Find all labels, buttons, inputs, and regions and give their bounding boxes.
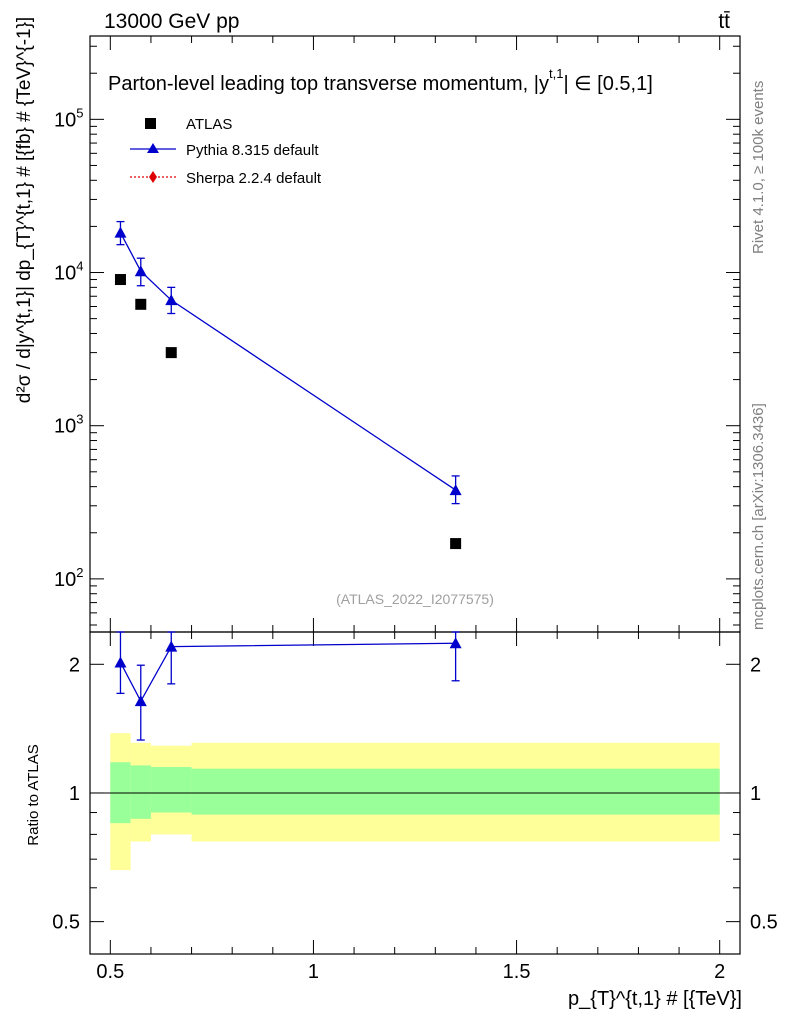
x-axis-label: p_{T}^{t,1} # [{TeV}] bbox=[568, 988, 742, 1010]
ratio-y-tick-label-right: 0.5 bbox=[750, 912, 778, 934]
ratio-y-tick-label: 2 bbox=[69, 654, 80, 676]
legend-sherpa-marker bbox=[149, 171, 157, 183]
legend: ATLAS Pythia 8.315 default Sherpa 2.2.4 … bbox=[130, 116, 322, 187]
ratio-uncertainty-bands bbox=[90, 733, 740, 871]
pythia-point bbox=[134, 265, 147, 277]
ratio-plot-panel: 0.5 0.5 1 1 2 2 0.5 1 1.5 2 Ratio to ATLAS p_{T}^… bbox=[25, 631, 778, 1010]
main-y-tick-base: 10 bbox=[54, 109, 76, 131]
ratio-y-tick-label: 0.5 bbox=[52, 912, 80, 934]
main-y-tick-base: 10 bbox=[54, 416, 76, 438]
ratio-data-marks bbox=[114, 631, 462, 741]
main-data-marks bbox=[114, 220, 462, 550]
main-y-tick-base: 10 bbox=[54, 569, 76, 591]
plot-title-main: Parton-level leading top transverse mome… bbox=[108, 73, 549, 95]
main-y-tick-label: 102 bbox=[54, 565, 83, 591]
plot-title: Parton-level leading top transverse mome… bbox=[108, 66, 653, 95]
main-y-tick-exponent: 4 bbox=[76, 259, 83, 274]
ratio-y-tick-label-right: 2 bbox=[750, 654, 761, 676]
x-tick-label: 0.5 bbox=[96, 961, 124, 983]
ratio-pythia-point bbox=[134, 695, 147, 707]
legend-pythia-marker bbox=[147, 143, 159, 153]
ratio-y-tick-label-right: 1 bbox=[750, 783, 761, 805]
ratio-pythia-point bbox=[114, 656, 127, 668]
main-y-tick-label: 103 bbox=[54, 412, 83, 438]
energy-label: 13000 GeV pp bbox=[104, 10, 239, 33]
pythia-point bbox=[114, 226, 127, 238]
ratio-pythia-line bbox=[119, 642, 456, 703]
main-y-tick-label: 105 bbox=[54, 105, 83, 131]
ratio-pythia-point bbox=[449, 637, 462, 649]
main-y-tick-exponent: 5 bbox=[76, 105, 83, 120]
plot-title-superscript: t,1 bbox=[549, 66, 563, 81]
main-y-tick-label: 104 bbox=[54, 259, 83, 285]
pythia-point bbox=[165, 294, 178, 306]
stat-uncertainty-band bbox=[130, 765, 151, 819]
plot-title-suffix: | ∈ [0.5,1] bbox=[563, 73, 652, 95]
analysis-label: (ATLAS_2022_I2077575) bbox=[336, 591, 494, 607]
stat-uncertainty-band bbox=[191, 768, 720, 815]
stat-uncertainty-band bbox=[150, 767, 192, 813]
pythia-line bbox=[119, 232, 456, 491]
ratio-y-tick-label: 1 bbox=[69, 783, 80, 805]
legend-atlas-marker bbox=[145, 118, 156, 129]
ratio-axis-ticks: 0.5 0.5 1 1 2 2 0.5 1 1.5 2 bbox=[52, 632, 778, 983]
pythia-point bbox=[449, 484, 462, 496]
x-tick-label: 1 bbox=[308, 961, 319, 983]
atlas-point bbox=[165, 347, 177, 359]
main-y-tick-base: 10 bbox=[54, 263, 76, 285]
legend-sherpa-label: Sherpa 2.2.4 default bbox=[186, 170, 322, 187]
rivet-label: Rivet 4.1.0, ≥ 100k events bbox=[750, 81, 767, 254]
main-y-tick-exponent: 2 bbox=[76, 565, 83, 580]
main-y-axis-label: d²σ / d|y^{t,1}| dp_{T}^{t,1} # [{fb} # … bbox=[14, 17, 35, 403]
mcplots-label: mcplots.cern.ch [arXiv:1306.3436] bbox=[750, 403, 767, 630]
atlas-point bbox=[114, 274, 126, 286]
ratio-y-axis-label: Ratio to ATLAS bbox=[25, 744, 42, 845]
legend-atlas-label: ATLAS bbox=[186, 116, 232, 133]
ratio-pythia-point bbox=[165, 640, 178, 652]
process-label: tt̄ bbox=[718, 10, 730, 33]
x-tick-label: 2 bbox=[714, 961, 725, 983]
atlas-point bbox=[135, 298, 147, 310]
legend-pythia-label: Pythia 8.315 default bbox=[186, 142, 319, 159]
main-y-tick-exponent: 3 bbox=[76, 412, 83, 427]
atlas-point bbox=[450, 538, 462, 550]
x-tick-label: 1.5 bbox=[503, 961, 531, 983]
